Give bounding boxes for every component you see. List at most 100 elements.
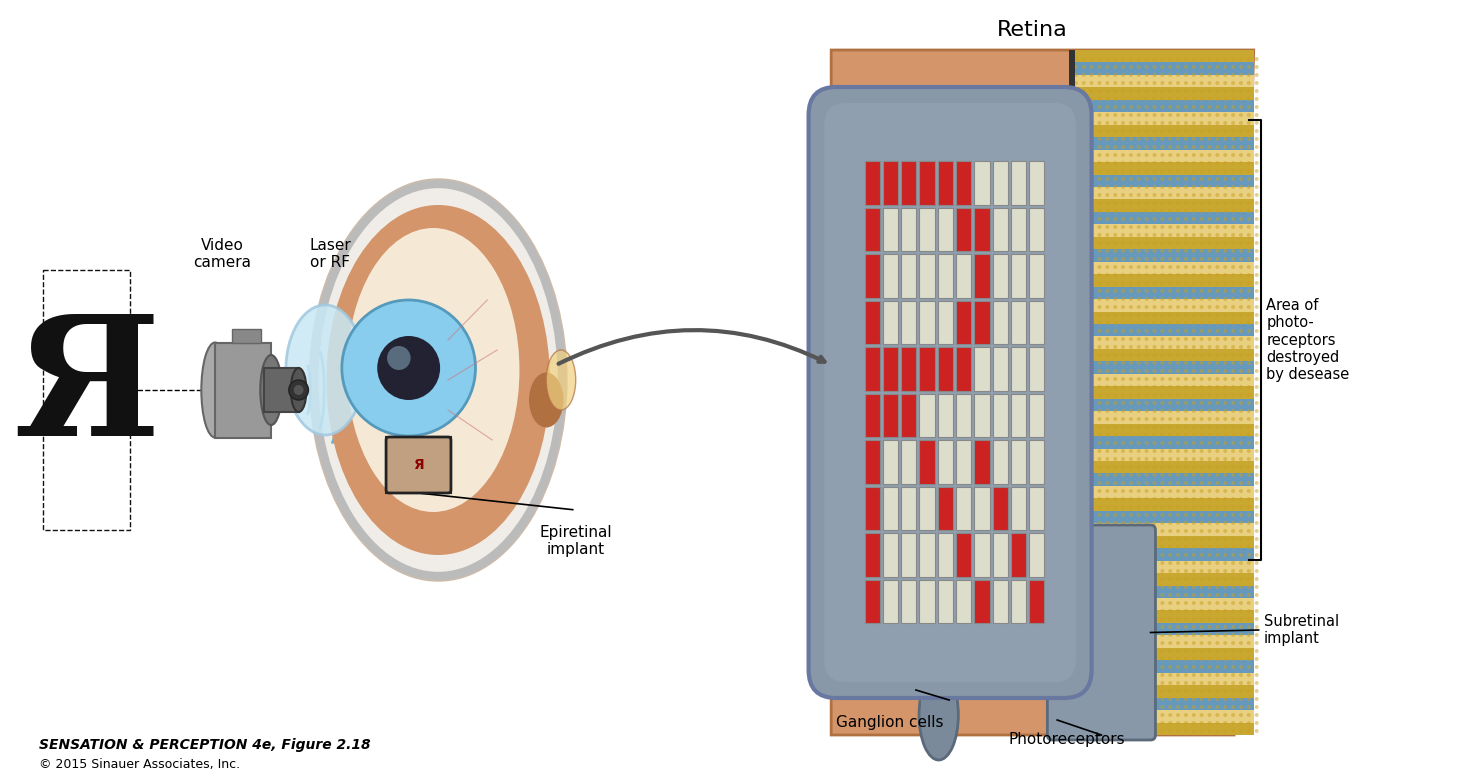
- Circle shape: [1208, 617, 1212, 621]
- Circle shape: [1129, 489, 1133, 493]
- Circle shape: [1098, 361, 1101, 365]
- Circle shape: [1075, 313, 1078, 317]
- Circle shape: [1129, 561, 1133, 565]
- Circle shape: [1121, 369, 1124, 373]
- Circle shape: [1075, 449, 1078, 453]
- Circle shape: [1215, 657, 1220, 661]
- Circle shape: [1255, 89, 1259, 93]
- Circle shape: [1168, 713, 1173, 717]
- Circle shape: [1105, 489, 1110, 493]
- Circle shape: [1098, 553, 1101, 557]
- Circle shape: [1176, 481, 1180, 485]
- Circle shape: [1224, 353, 1227, 357]
- Circle shape: [1075, 513, 1078, 517]
- Circle shape: [1113, 273, 1117, 277]
- Circle shape: [1231, 553, 1236, 557]
- Circle shape: [1082, 513, 1086, 517]
- Circle shape: [1176, 609, 1180, 613]
- Circle shape: [1098, 433, 1101, 437]
- Circle shape: [1255, 329, 1259, 333]
- Circle shape: [1168, 281, 1173, 285]
- Circle shape: [1208, 265, 1212, 269]
- Circle shape: [1075, 89, 1078, 93]
- Circle shape: [1113, 257, 1117, 261]
- Circle shape: [1129, 649, 1133, 653]
- Circle shape: [1082, 369, 1086, 373]
- Circle shape: [1129, 641, 1133, 645]
- Circle shape: [1113, 409, 1117, 413]
- Circle shape: [1161, 633, 1164, 637]
- Circle shape: [1121, 569, 1124, 573]
- Circle shape: [1224, 713, 1227, 717]
- Circle shape: [1113, 305, 1117, 309]
- Circle shape: [1121, 81, 1124, 85]
- Circle shape: [1089, 337, 1094, 341]
- Circle shape: [1192, 505, 1196, 509]
- Bar: [974, 300, 990, 344]
- Circle shape: [1184, 545, 1187, 549]
- Circle shape: [1136, 393, 1140, 397]
- Circle shape: [1075, 585, 1078, 589]
- Circle shape: [1192, 89, 1196, 93]
- Circle shape: [1208, 577, 1212, 581]
- Circle shape: [1247, 185, 1250, 189]
- Circle shape: [1075, 385, 1078, 389]
- Circle shape: [1199, 153, 1203, 157]
- Circle shape: [1255, 457, 1259, 461]
- Circle shape: [1121, 169, 1124, 173]
- Circle shape: [1176, 521, 1180, 525]
- Circle shape: [1161, 593, 1164, 597]
- Circle shape: [1208, 513, 1212, 517]
- Circle shape: [1105, 217, 1110, 221]
- Circle shape: [1247, 57, 1250, 61]
- Circle shape: [1152, 393, 1157, 397]
- Circle shape: [1098, 73, 1101, 77]
- Circle shape: [1098, 281, 1101, 285]
- Circle shape: [1168, 65, 1173, 69]
- Circle shape: [1082, 537, 1086, 541]
- Circle shape: [1231, 489, 1236, 493]
- Circle shape: [1121, 713, 1124, 717]
- Circle shape: [1255, 577, 1259, 581]
- Text: SENSATION & PERCEPTION 4e, Figure 2.18: SENSATION & PERCEPTION 4e, Figure 2.18: [40, 738, 370, 752]
- Circle shape: [1168, 201, 1173, 205]
- Circle shape: [1255, 625, 1259, 629]
- Ellipse shape: [529, 372, 564, 428]
- Circle shape: [1208, 337, 1212, 341]
- Circle shape: [1082, 385, 1086, 389]
- Circle shape: [1255, 57, 1259, 61]
- Circle shape: [1145, 201, 1149, 205]
- Circle shape: [1075, 265, 1078, 269]
- Circle shape: [1129, 457, 1133, 461]
- Circle shape: [1136, 345, 1140, 349]
- Circle shape: [1192, 249, 1196, 253]
- Circle shape: [1161, 393, 1164, 397]
- Circle shape: [1184, 97, 1187, 101]
- Circle shape: [1247, 465, 1250, 469]
- Circle shape: [1255, 105, 1259, 109]
- Circle shape: [1121, 281, 1124, 285]
- Circle shape: [1192, 201, 1196, 205]
- Circle shape: [1089, 361, 1094, 365]
- Circle shape: [1121, 201, 1124, 205]
- Circle shape: [1192, 425, 1196, 429]
- Circle shape: [1247, 241, 1250, 245]
- Circle shape: [1161, 481, 1164, 485]
- Circle shape: [1082, 569, 1086, 573]
- Circle shape: [1215, 617, 1220, 621]
- Circle shape: [1075, 401, 1078, 405]
- Circle shape: [1152, 73, 1157, 77]
- Circle shape: [1098, 225, 1101, 229]
- Circle shape: [1105, 177, 1110, 181]
- Circle shape: [1075, 537, 1078, 541]
- Circle shape: [1224, 433, 1227, 437]
- Bar: [1072, 473, 1253, 486]
- Circle shape: [1255, 209, 1259, 213]
- Bar: [1072, 262, 1253, 274]
- Circle shape: [1161, 137, 1164, 141]
- Circle shape: [1129, 289, 1133, 293]
- Circle shape: [1075, 625, 1078, 629]
- Circle shape: [1105, 57, 1110, 61]
- Circle shape: [1098, 249, 1101, 253]
- Circle shape: [1136, 457, 1140, 461]
